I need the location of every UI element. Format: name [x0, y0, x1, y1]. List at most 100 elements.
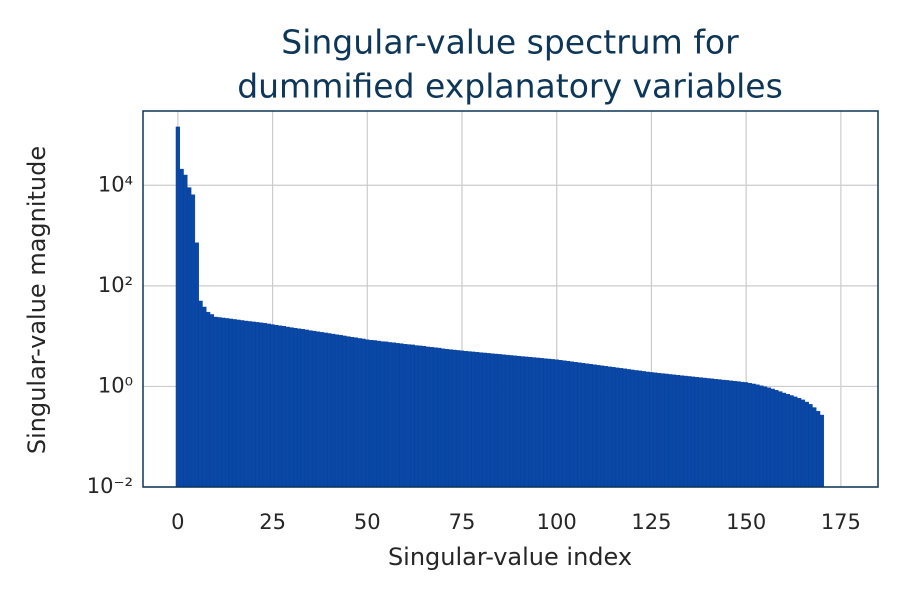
bar — [414, 345, 419, 488]
bar — [694, 377, 699, 488]
bar — [766, 387, 771, 488]
bar — [611, 367, 616, 488]
bar — [232, 319, 237, 488]
bar — [634, 370, 639, 488]
bar — [376, 340, 381, 488]
bar — [562, 360, 567, 488]
bar — [770, 388, 775, 488]
bar — [357, 338, 362, 488]
bar — [816, 411, 821, 488]
bar — [630, 369, 635, 488]
bar — [531, 357, 537, 488]
bar — [501, 354, 506, 488]
bar — [365, 339, 370, 488]
bar — [759, 385, 764, 488]
bar — [691, 376, 696, 488]
bar — [706, 378, 711, 488]
bar — [702, 377, 707, 488]
bar — [535, 357, 540, 488]
bar — [247, 321, 252, 488]
y-tick-label: 10⁻² — [87, 474, 133, 498]
bar — [175, 126, 180, 488]
bar — [755, 384, 760, 488]
bar — [334, 334, 340, 488]
bar — [266, 323, 271, 488]
bar — [353, 337, 359, 488]
x-tick-label: 75 — [449, 510, 476, 534]
x-tick-label: 0 — [171, 510, 184, 534]
bar — [547, 358, 552, 488]
bar — [660, 373, 665, 488]
bar — [429, 347, 434, 488]
bar — [637, 370, 643, 488]
bar — [304, 329, 309, 488]
bar — [558, 360, 563, 488]
bar — [289, 327, 294, 488]
bar — [626, 369, 631, 488]
bar — [308, 330, 313, 488]
bar — [615, 367, 620, 488]
bar — [778, 391, 783, 488]
bar — [619, 368, 624, 488]
bar — [338, 335, 343, 488]
bar — [793, 396, 798, 488]
bar — [315, 331, 321, 488]
bar — [509, 355, 514, 488]
bar — [584, 363, 590, 488]
bar — [751, 383, 756, 488]
bar — [588, 364, 593, 488]
bar — [744, 382, 749, 488]
x-tick-label: 25 — [259, 510, 286, 534]
bar — [278, 325, 283, 488]
bar — [236, 319, 241, 488]
bar — [410, 344, 415, 488]
y-tick-label: 10⁰ — [98, 373, 133, 397]
bar — [581, 363, 586, 488]
x-tick-label: 50 — [354, 510, 381, 534]
bar — [418, 345, 423, 488]
bar — [600, 365, 605, 488]
bar — [361, 338, 366, 488]
bar — [672, 374, 677, 488]
bar — [569, 361, 574, 488]
bar — [444, 348, 449, 488]
bar — [497, 354, 502, 488]
bar — [331, 333, 336, 488]
y-tick-label: 10² — [98, 273, 133, 297]
bar — [603, 366, 609, 488]
bar — [475, 352, 480, 488]
x-axis-label: Singular-value index — [388, 543, 632, 571]
bar — [687, 376, 692, 488]
bar — [763, 386, 768, 488]
bar — [539, 358, 544, 488]
bar — [785, 394, 790, 488]
plot-frame — [142, 110, 879, 488]
bar — [698, 377, 703, 488]
bar — [221, 317, 226, 488]
bar — [709, 378, 715, 488]
bar — [800, 399, 806, 488]
bar — [728, 380, 734, 488]
bar — [781, 392, 787, 488]
bar — [740, 381, 745, 488]
bar — [452, 349, 457, 488]
bar — [384, 341, 389, 488]
bar — [490, 353, 495, 488]
bar — [592, 364, 597, 488]
bar — [391, 342, 396, 488]
bar — [217, 317, 222, 488]
bar — [717, 379, 722, 488]
bar — [448, 349, 453, 488]
bar — [395, 343, 400, 488]
bar — [259, 322, 264, 488]
bar — [243, 320, 249, 488]
bar — [573, 362, 578, 488]
bar — [774, 390, 779, 488]
bar — [403, 344, 408, 488]
bar — [372, 340, 377, 488]
bar — [808, 404, 813, 488]
bar — [312, 330, 317, 488]
bar — [228, 318, 233, 488]
bar — [565, 361, 571, 488]
bar — [645, 371, 650, 488]
